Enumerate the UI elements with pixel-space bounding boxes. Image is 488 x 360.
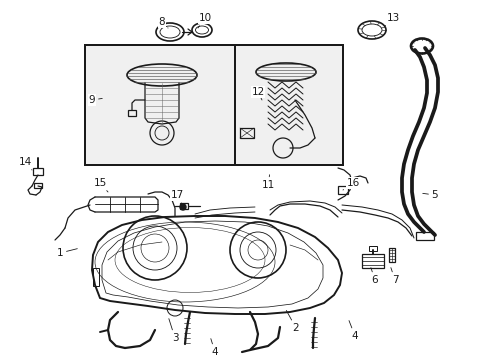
Bar [85,45,235,165]
Text: 4: 4 [210,339,218,357]
Text: 14: 14 [19,157,32,170]
Bar [337,186,347,194]
Text: 12: 12 [251,87,264,100]
Text: 15: 15 [93,178,108,192]
Bar [180,203,187,209]
Bar [93,268,99,286]
Bar [235,45,342,165]
Text: 4: 4 [348,321,358,341]
Text: 11: 11 [261,175,274,190]
Text: 1: 1 [57,248,77,258]
Text: 6: 6 [370,267,378,285]
Bar [368,246,376,251]
Bar [235,45,342,165]
Text: 16: 16 [342,178,359,190]
Bar [361,254,383,268]
Text: 9: 9 [88,95,102,105]
Text: 13: 13 [384,13,399,26]
Bar [128,110,136,116]
Text: 2: 2 [286,310,299,333]
Text: 10: 10 [198,13,211,28]
Bar [33,168,43,175]
Text: 17: 17 [170,190,183,203]
Text: 3: 3 [168,319,178,343]
Circle shape [180,204,185,210]
Bar [85,45,235,165]
Bar [388,248,394,262]
Text: 7: 7 [390,267,398,285]
Bar [34,183,42,188]
Bar [415,232,433,240]
Bar [240,128,253,138]
Text: 8: 8 [159,17,168,28]
Text: 5: 5 [422,190,437,200]
